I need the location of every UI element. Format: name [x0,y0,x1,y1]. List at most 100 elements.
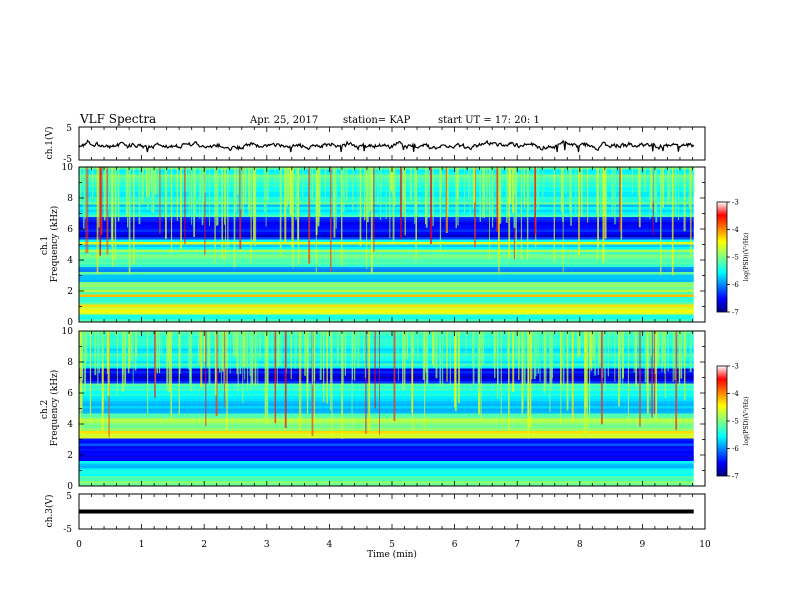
spectrogram-streak [513,167,516,195]
x-tick-label: 9 [640,540,646,550]
spectrogram-streak [299,331,301,433]
spectrogram-band [79,413,694,416]
spectrogram-band [79,219,694,222]
spectrogram-band [79,406,694,409]
spectrogram-streak [217,167,219,226]
spectrogram-streak [331,331,333,439]
ch2-spectrogram-panel: 0 2 4 6 8 10 ch.2 Frequency (kHz) -3 -4 -5 -6 -7 … [40,327,750,492]
spectrogram-streak [455,331,457,412]
spectrogram-streak [611,167,614,218]
spectrogram-streak [588,331,591,419]
spectrogram-band [79,274,694,277]
spectrogram-streak [290,331,292,380]
spectrogram-streak [279,167,282,257]
spectrogram-streak [597,331,599,376]
spectrogram-streak [245,331,248,367]
x-tick-label: 7 [514,540,520,550]
spectrogram-streak [99,167,102,256]
spectrogram-streak [393,331,396,421]
spectrogram-streak [569,167,571,211]
ch2-y-ticks: 0 2 4 6 8 10 [62,327,705,492]
station-label: station= KAP [343,115,411,126]
spectrogram-streak [263,167,266,212]
spectrogram-streak [521,331,523,415]
spectrogram-band [79,234,694,237]
spectrogram-band [79,473,694,476]
spectrogram-streak [324,167,327,192]
ch2-spec-ylabel-channel: ch.2 [40,400,50,419]
spectrogram-streak [531,331,533,380]
spectrogram-band [79,297,694,300]
spectrogram-streak [170,331,173,420]
spectrogram-streak [498,167,500,275]
spectrogram-streak [633,331,635,373]
spectrogram-streak [422,331,425,380]
spectrogram-streak [240,167,242,210]
x-tick-label: 5 [389,540,395,550]
spectrogram-streak [234,331,237,358]
spectrogram-streak [578,167,580,256]
spectrogram-streak [528,167,530,211]
spectrogram-streak [289,167,292,215]
spectrogram-streak [96,167,99,275]
spectrogram-streak [216,167,218,226]
spectrogram-streak [152,167,155,213]
spectrogram-streak [565,167,567,195]
spectrogram-streak [203,331,206,363]
spectrogram-streak [330,331,333,383]
spectrogram-streak [684,331,686,401]
spectrogram-streak [276,331,278,388]
spectrogram-streak [439,331,441,364]
spectrogram-band [79,277,694,280]
spectrogram-streak [84,331,87,393]
spectrogram-streak [590,331,593,371]
spectrogram-streak [280,167,282,197]
spectrogram-streak [651,331,653,418]
spectrogram-streak [251,331,254,384]
date-label: Apr. 25, 2017 [249,115,318,126]
spectrogram-streak [402,331,404,392]
colorbar-tick-label: -5 [732,254,739,262]
spectrogram-band [79,351,694,354]
spectrogram-streak [290,331,292,361]
spectrogram-band [79,287,694,290]
spectrogram-band [79,476,694,479]
spectrogram-band [79,304,694,307]
spectrogram-band [79,252,694,255]
spectrogram-streak [389,167,391,239]
spectrogram-streak [351,167,354,211]
spectrogram-streak [274,167,276,192]
spectrogram-streak [518,331,520,380]
spectrogram-streak [280,331,282,366]
spectrogram-band [79,259,694,262]
spectrogram-streak [385,167,387,219]
ch1-ylabel: ch.1(V) [44,127,55,160]
spectrogram-streak [157,167,159,195]
spectrogram-streak [313,331,315,424]
spectrogram-streak [190,331,192,390]
spectrogram-streak [488,167,490,260]
spectrogram-streak [127,167,129,228]
spectrogram-streak [209,167,210,227]
spectrogram-band [79,371,694,374]
spectrogram-band [79,418,694,421]
spectrogram-streak [142,167,144,196]
spectrogram-streak [469,167,471,217]
spectrogram-streak [472,331,475,384]
spectrogram-streak [214,331,217,396]
spectrogram-streak [102,331,104,364]
spectrogram-streak [404,331,406,368]
spectrogram-streak [562,167,564,272]
spectrogram-streak [246,167,248,196]
spectrogram-streak [87,167,89,253]
spectrogram-band [79,312,694,315]
spectrogram-band [79,232,694,235]
spectrogram-streak [193,167,195,227]
spectrogram-band [79,393,694,396]
ch2-colorbar: -3 -4 -5 -6 -7 log(PSD)(V²/Hz) [716,363,750,481]
spectrogram-streak [94,331,97,376]
spectrogram-streak [639,331,641,427]
spectrogram-streak [138,167,141,225]
spectrogram-band [79,272,694,275]
